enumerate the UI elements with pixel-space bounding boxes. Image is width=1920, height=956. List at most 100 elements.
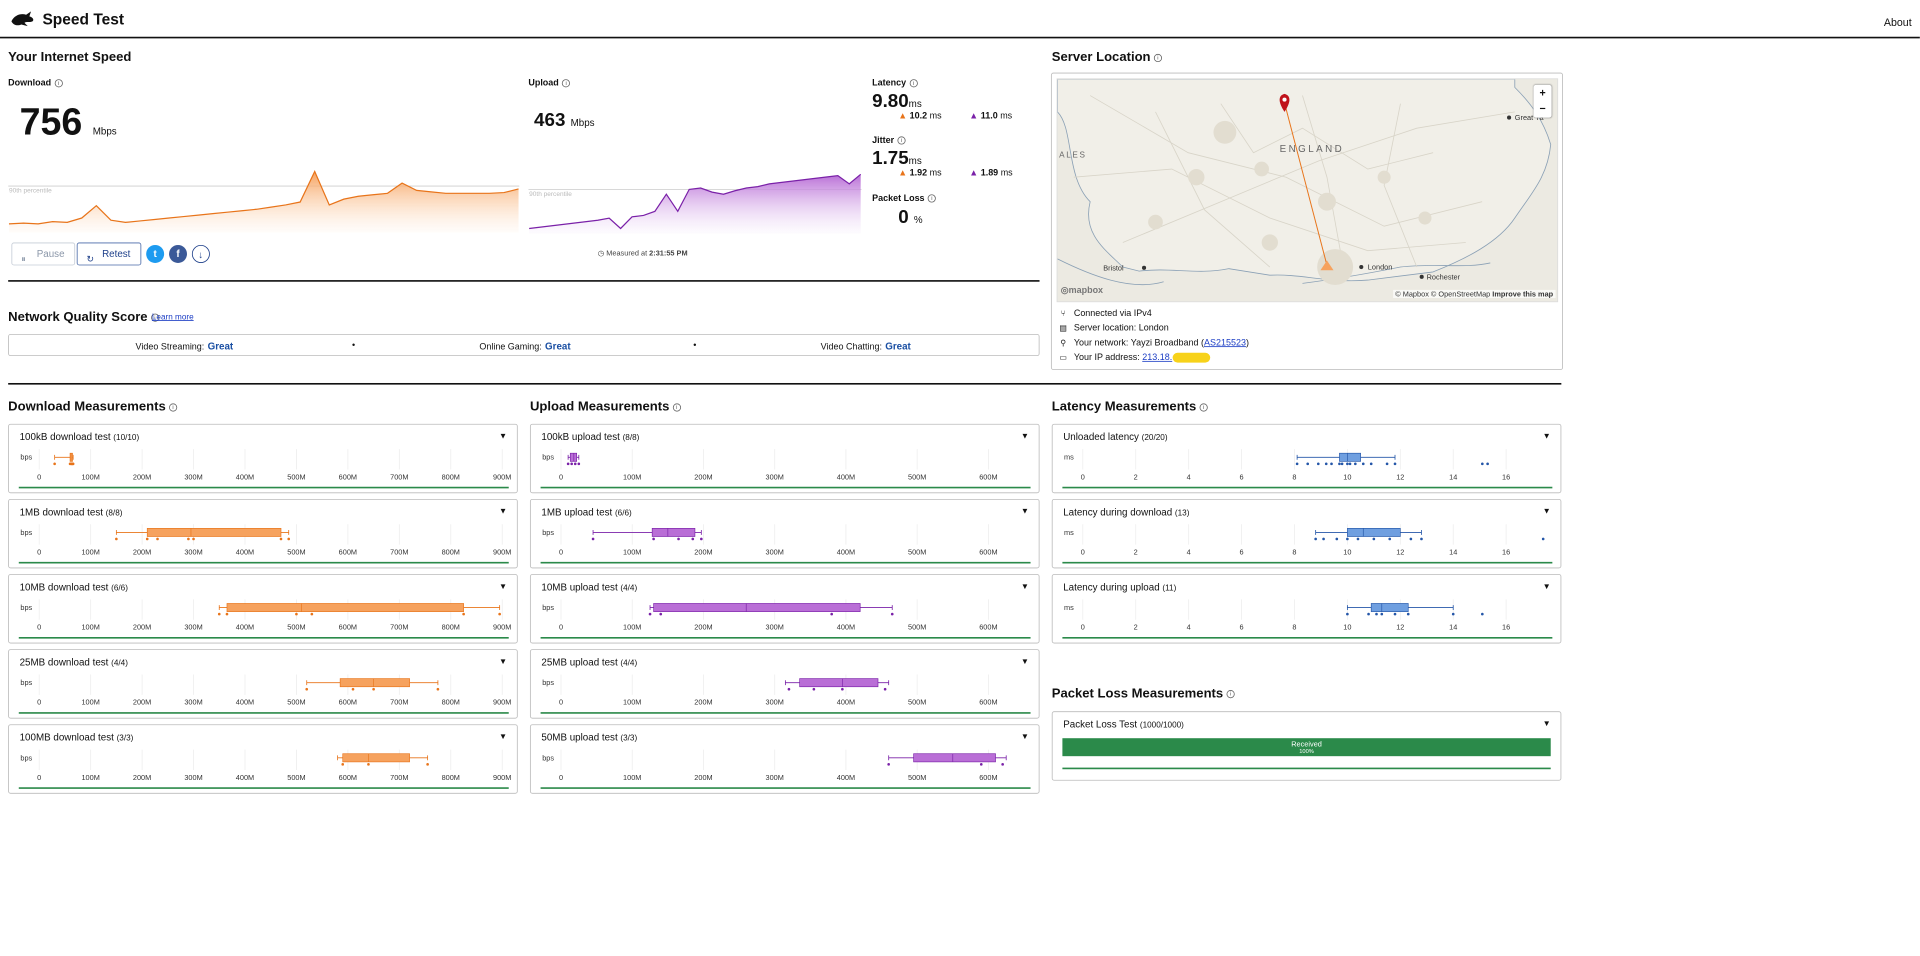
jitter-value: 1.75ms xyxy=(872,146,922,169)
measurement-card[interactable]: 1MB download test (8/8) ▼ 0 100M 200M 300M 400… xyxy=(8,498,518,569)
info-icon[interactable]: i xyxy=(909,79,918,88)
upload-value: 463 Mbps xyxy=(534,108,595,130)
measurement-card[interactable]: Latency during upload (11) ▼ 0 2 4 6 8 10 12 14 16… xyxy=(1051,574,1562,644)
measurement-card[interactable]: Latency during download (13) ▼ 0 2 4 6 8 10 12 14… xyxy=(1051,498,1562,569)
data-point xyxy=(1356,537,1360,541)
download-value: 756 Mbps xyxy=(19,100,117,143)
tick-label: 200M xyxy=(133,623,151,632)
tick-label: 700M xyxy=(390,547,408,556)
chevron-down-icon[interactable]: ▼ xyxy=(499,657,508,667)
chevron-down-icon[interactable]: ▼ xyxy=(1542,431,1551,441)
tick-label: 300M xyxy=(766,773,784,782)
about-link[interactable]: About xyxy=(1883,16,1912,29)
info-icon[interactable]: i xyxy=(54,79,63,88)
speed-area xyxy=(529,174,861,234)
info-icon[interactable]: i xyxy=(168,403,178,412)
ip-address-link[interactable]: 213.18. xyxy=(1142,352,1173,363)
axis-unit: ms xyxy=(1064,603,1074,612)
info-icon[interactable]: i xyxy=(1199,403,1208,412)
chevron-down-icon[interactable]: ▼ xyxy=(1542,719,1551,729)
data-point xyxy=(1001,763,1004,766)
tick-label: 400M xyxy=(837,623,855,632)
measurement-card[interactable]: 10MB download test (6/6) ▼ 0 100M 200M 300M 40… xyxy=(8,574,518,644)
chevron-down-icon[interactable]: ▼ xyxy=(1020,507,1029,517)
measurement-card[interactable]: Unloaded latency (20/20) ▼ 0 2 4 6 8 10 12 14 16 ms xyxy=(1051,423,1562,494)
zoom-out-button[interactable]: − xyxy=(1539,102,1546,115)
percentile-label: 90th percentile xyxy=(529,191,572,198)
box xyxy=(799,678,879,688)
chevron-down-icon[interactable]: ▼ xyxy=(1020,657,1029,667)
tick-label: 10 xyxy=(1343,623,1351,632)
measured-at: ◷ Measured at 2:31:55 PM xyxy=(597,249,688,258)
chevron-down-icon[interactable]: ▼ xyxy=(1542,507,1551,517)
info-icon[interactable]: i xyxy=(897,136,906,145)
data-point xyxy=(1481,612,1484,616)
upload-person-icon: ▲ xyxy=(969,111,979,121)
measurement-card[interactable]: 25MB upload test (4/4) ▼ 0 100M 200M 300M 400M… xyxy=(529,649,1040,719)
improve-map-link[interactable]: Improve this map xyxy=(1492,289,1554,299)
tick-label: 400M xyxy=(236,623,254,632)
data-point xyxy=(372,687,375,691)
chevron-down-icon[interactable]: ▼ xyxy=(1020,732,1029,742)
tick-label: 14 xyxy=(1449,547,1457,556)
tick-label: 400M xyxy=(236,698,254,707)
info-icon[interactable]: i xyxy=(927,194,936,203)
chevron-down-icon[interactable]: ▼ xyxy=(1542,582,1551,592)
mapbox-logo[interactable]: ◎mapbox xyxy=(1060,285,1104,296)
data-point xyxy=(1406,612,1410,616)
measurement-card[interactable]: 25MB download test (4/4) ▼ 0 100M 200M 300M 40… xyxy=(8,649,518,719)
info-icon[interactable]: i xyxy=(1153,53,1162,62)
tick-label: 600M xyxy=(339,698,357,707)
data-point xyxy=(1420,537,1423,541)
info-icon[interactable]: i xyxy=(1226,689,1235,699)
learn-more-link[interactable]: Learn more xyxy=(151,312,194,322)
measurement-card[interactable]: 1MB upload test (6/6) ▼ 0 100M 200M 300M 400M 5… xyxy=(529,498,1040,569)
tick-label: 200M xyxy=(133,472,151,481)
download-person-icon: ▲ xyxy=(898,111,908,121)
measurement-card[interactable]: 100kB download test (10/10) ▼ 0 100M 200M 300… xyxy=(8,423,518,494)
packet-loss-value: 0 % xyxy=(898,205,923,228)
data-point xyxy=(1335,537,1339,541)
upload-label: Upload i xyxy=(528,78,571,88)
tick-label: 4 xyxy=(1187,472,1191,481)
tick-label: 100M xyxy=(81,698,99,707)
measurement-card[interactable]: 50MB upload test (3/3) ▼ 0 100M 200M 300M 400M… xyxy=(529,724,1040,794)
measurement-card[interactable]: 100kB upload test (8/8) ▼ 0 100M 200M 300M 400… xyxy=(529,423,1040,494)
tick-label: 700M xyxy=(390,623,408,632)
chevron-down-icon[interactable]: ▼ xyxy=(499,507,508,517)
data-point xyxy=(1306,462,1310,466)
as-number-link[interactable]: AS215523 xyxy=(1204,338,1246,348)
chevron-down-icon[interactable]: ▼ xyxy=(1020,431,1029,441)
data-point xyxy=(787,687,791,691)
tick-label: 100M xyxy=(81,773,99,782)
info-icon[interactable]: i xyxy=(150,313,160,322)
server-map[interactable]: ENGLAND ALES Bristol London Rochester Gr… xyxy=(1056,78,1559,303)
chevron-down-icon[interactable]: ▼ xyxy=(1020,582,1029,592)
chevron-down-icon[interactable]: ▼ xyxy=(499,431,508,441)
speed-line xyxy=(8,170,519,225)
info-icon[interactable]: i xyxy=(672,403,681,412)
user-location-pin-icon xyxy=(1279,93,1290,112)
tick-label: 0 xyxy=(1081,472,1085,481)
packet-loss-card[interactable]: Packet Loss Test (1000/1000) ▼ Received … xyxy=(1051,711,1562,781)
data-point xyxy=(883,687,887,691)
pause-button[interactable]: ⏸ Pause xyxy=(11,242,76,266)
download-results-icon[interactable]: ↓ xyxy=(191,244,210,263)
tick-label: 2 xyxy=(1134,623,1138,632)
twitter-share-icon[interactable]: t xyxy=(146,244,165,263)
data-point xyxy=(648,612,652,616)
boxplot-chart: 0 100M 200M 300M 400M 500M 600M bps xyxy=(540,599,1031,639)
zoom-in-button[interactable]: + xyxy=(1539,86,1546,99)
chevron-down-icon[interactable]: ▼ xyxy=(499,582,508,592)
tick-label: 500M xyxy=(287,623,305,632)
info-icon[interactable]: i xyxy=(562,79,571,88)
chevron-down-icon[interactable]: ▼ xyxy=(499,732,508,742)
tick-label: 500M xyxy=(908,773,926,782)
data-point xyxy=(287,537,291,541)
measurement-card[interactable]: 10MB upload test (4/4) ▼ 0 100M 200M 300M 400M… xyxy=(529,574,1040,644)
retest-button[interactable]: ↻ Retest xyxy=(76,242,142,266)
measurement-card[interactable]: 100MB download test (3/3) ▼ 0 100M 200M 300M 4… xyxy=(8,724,518,794)
tick-label: 600M xyxy=(979,472,997,481)
facebook-share-icon[interactable]: f xyxy=(169,244,188,263)
tick-label: 0 xyxy=(559,623,563,632)
